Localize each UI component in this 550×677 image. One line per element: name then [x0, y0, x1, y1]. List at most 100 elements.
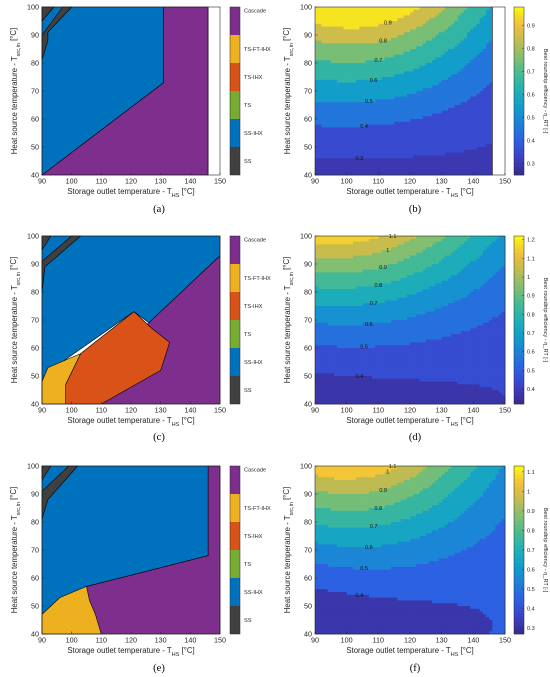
panel-caption: (f)	[410, 663, 421, 674]
colorbar-step	[514, 604, 524, 610]
y-tick-label: 40	[31, 400, 39, 409]
category-legend: Cascade TS-FT-IHX TS-IHX TS SS-IHX SS	[229, 465, 271, 635]
legend-swatch-ts	[230, 91, 240, 119]
contour-label: 0.4	[356, 374, 364, 380]
colorbar-title: Best roundtrip efficiency - η_RT [-]	[542, 49, 548, 134]
legend-label-ss: SS	[244, 618, 252, 624]
contour-label: 0.5	[365, 99, 373, 105]
y-tick-label: 90	[31, 31, 39, 40]
y-tick-label: 50	[304, 143, 312, 152]
panel-f: 0.40.50.60.70.80.911.10.30.40.50.60.70.8…	[282, 462, 548, 675]
colorbar-step	[514, 474, 524, 479]
legend-frame	[229, 235, 241, 405]
contour-label: 0.8	[375, 506, 383, 512]
y-tick-label: 60	[31, 344, 39, 353]
region-ts-ft-ihx	[41, 586, 102, 635]
legend-label-ss: SS	[244, 159, 252, 165]
x-tick-label: 120	[125, 406, 137, 415]
colorbar-step	[514, 545, 524, 551]
colorbar-tick-label: 1.2	[527, 238, 535, 244]
legend-label-ts: TS	[244, 332, 251, 338]
contour-label: 1.1	[389, 234, 397, 240]
x-tick-label: 110	[373, 636, 384, 645]
colorbar-tick-label: 0.6	[527, 568, 535, 574]
colorbar-step	[514, 170, 524, 176]
y-tick-label: 90	[31, 260, 39, 269]
y-tick-label: 100	[27, 232, 39, 241]
x-tick-label: 130	[436, 406, 448, 415]
y-tick-label: 60	[304, 115, 312, 124]
colorbar-step	[514, 328, 524, 333]
colorbar-step	[514, 575, 524, 580]
x-tick-label: 90	[311, 636, 319, 645]
colorbar-step	[514, 65, 524, 71]
colorbar-step	[514, 470, 524, 475]
colorbar-tick-label: 0.6	[527, 92, 535, 98]
colorbar-tick-label: 0.9	[527, 23, 535, 29]
colorbar-step	[514, 112, 524, 117]
y-tick-label: 90	[31, 490, 39, 499]
contour-label: 0.6	[365, 322, 373, 328]
legend-label-ts-ft-ihx: TS-FT-IHX	[244, 506, 271, 512]
legend-swatch-ts-ihx	[230, 522, 240, 550]
legend-label-ss-ihx: SS-IHX	[244, 590, 263, 596]
colorbar-step	[514, 240, 524, 245]
category-legend: Cascade TS-FT-IHX TS-IHX TS SS-IHX SS	[229, 235, 271, 405]
legend-swatch-ss	[230, 606, 240, 634]
x-tick-label: 100	[66, 406, 78, 415]
colorbar-tick-label: 0.4	[527, 387, 535, 393]
colorbar-step	[514, 621, 524, 626]
y-tick-label: 40	[304, 400, 312, 409]
colorbar-step	[514, 512, 524, 517]
legend-label-ss: SS	[244, 388, 252, 394]
colorbar-step	[514, 524, 524, 530]
y-tick-label: 80	[31, 288, 39, 297]
colorbar-step	[514, 491, 524, 496]
x-tick-label: 110	[373, 177, 384, 186]
colorbar-step	[514, 529, 524, 534]
x-tick-label: 90	[311, 406, 319, 415]
colorbar-step	[514, 374, 524, 380]
colorbar-step	[514, 378, 524, 384]
legend-label-ts-ft-ihx: TS-FT-IHX	[244, 47, 271, 53]
colorbar-step	[514, 120, 524, 125]
y-tick-label: 80	[31, 59, 39, 68]
contour-label: 0.7	[370, 301, 378, 307]
contour-label: 0.6	[365, 545, 373, 551]
x-tick-label: 140	[467, 177, 479, 186]
legend-swatch-ts	[230, 320, 240, 348]
colorbar-step	[514, 520, 524, 526]
y-tick-label: 50	[31, 602, 39, 611]
legend-frame	[229, 465, 241, 635]
legend-label-ts-ft-ihx: TS-FT-IHX	[244, 276, 271, 282]
colorbar-step	[514, 499, 524, 505]
x-tick-label: 130	[155, 177, 167, 186]
colorbar-tick-label: 1	[527, 489, 530, 495]
panel-caption: (b)	[409, 204, 422, 215]
x-axis-label: Storage outlet temperature - THS [°C]	[346, 646, 473, 658]
x-tick-label: 90	[38, 406, 46, 415]
x-tick-label: 120	[125, 636, 137, 645]
colorbar-step	[514, 278, 524, 283]
colorbar-step	[514, 366, 524, 371]
y-tick-label: 100	[300, 462, 312, 471]
contour-label: 0.5	[360, 345, 368, 351]
colorbar-tick-label: 0.7	[527, 548, 535, 554]
x-tick-label: 110	[96, 636, 107, 645]
colorbar-step	[514, 336, 524, 342]
colorbar-tick-label: 0.3	[527, 161, 535, 167]
colorbar-step	[514, 332, 524, 338]
y-tick-label: 50	[31, 143, 39, 152]
legend-swatch-ss	[230, 147, 240, 175]
legend-label-cascade: Cascade	[244, 468, 266, 474]
colorbar-step	[514, 307, 524, 312]
x-tick-label: 150	[214, 177, 226, 186]
legend-swatch-cascade	[230, 466, 240, 494]
y-tick-label: 90	[304, 260, 312, 269]
colorbar-tick-label: 0.9	[527, 509, 535, 515]
legend-swatch-ss	[230, 376, 240, 404]
colorbar-step	[514, 28, 524, 33]
colorbar-step	[514, 617, 524, 622]
colorbar-step	[514, 341, 524, 346]
panel-e: Cascade TS-FT-IHX TS-IHX TS SS-IHX SS 90 100 110…	[9, 462, 271, 675]
